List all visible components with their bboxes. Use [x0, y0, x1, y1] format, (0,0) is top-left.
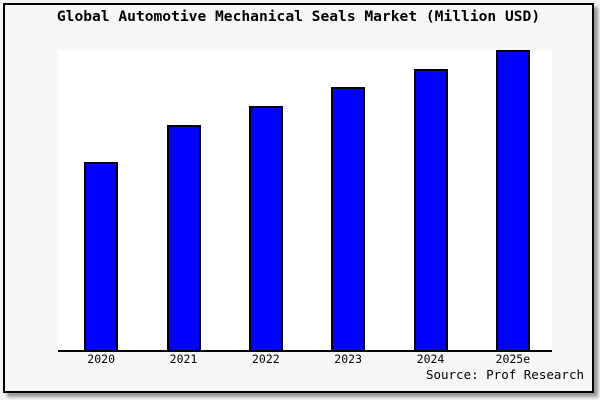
bar-2021	[166, 125, 201, 350]
bar-2023	[331, 87, 366, 350]
bar-2025e	[495, 50, 530, 350]
x-tick-label-2024: 2024	[416, 352, 445, 366]
x-tick-label-2021: 2021	[169, 352, 198, 366]
x-axis-line	[58, 350, 552, 352]
bar-2020	[84, 162, 119, 350]
x-tick-label-2022: 2022	[251, 352, 280, 366]
x-tick-label-2023: 2023	[334, 352, 363, 366]
source-label: Source: Prof Research	[425, 367, 584, 382]
bar-2022	[248, 106, 283, 350]
bar-2024	[413, 69, 448, 350]
chart-title: Global Automotive Mechanical Seals Marke…	[56, 8, 541, 25]
plot-area	[58, 50, 552, 350]
x-tick-label-2020: 2020	[87, 352, 116, 366]
x-tick-label-2025e: 2025e	[495, 352, 531, 366]
chart-frame: Global Automotive Mechanical Seals Marke…	[3, 3, 594, 393]
